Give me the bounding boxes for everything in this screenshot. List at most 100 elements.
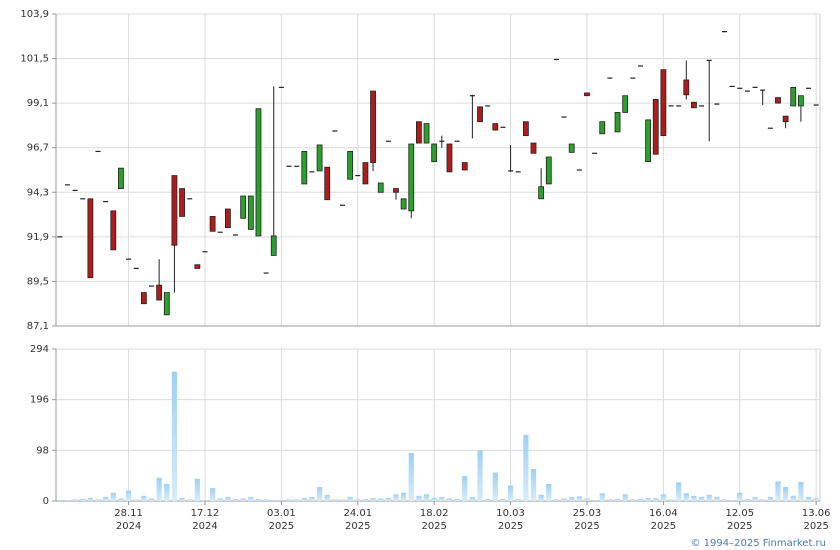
volume-bar bbox=[553, 499, 560, 501]
volume-bar bbox=[362, 498, 369, 501]
volume-bar bbox=[423, 494, 430, 501]
x-tick-label: 2025 bbox=[345, 521, 370, 532]
y-tick-label: 101,5 bbox=[20, 54, 49, 65]
volume-bar bbox=[187, 499, 193, 501]
volume-bar bbox=[721, 499, 728, 501]
candle-body bbox=[240, 195, 247, 219]
volume-bar bbox=[592, 499, 598, 501]
candle-body bbox=[477, 106, 483, 123]
volume-bar bbox=[248, 496, 254, 501]
volume-tick-label: 0 bbox=[43, 496, 49, 507]
volume-bar bbox=[500, 498, 506, 501]
volume-bar bbox=[401, 492, 407, 501]
x-tick-label: 03.01 bbox=[267, 508, 296, 519]
volume-bar bbox=[255, 498, 262, 501]
volume-bar bbox=[286, 499, 292, 501]
volume-bar bbox=[118, 498, 124, 501]
candle-body bbox=[270, 235, 277, 256]
volume-bar bbox=[698, 496, 705, 501]
candle-body bbox=[156, 284, 163, 301]
x-tick-label: 24.01 bbox=[343, 508, 372, 519]
volume-bar bbox=[416, 495, 422, 501]
volume-bar bbox=[737, 492, 743, 501]
volume-bar bbox=[171, 371, 178, 501]
candle-body bbox=[171, 175, 178, 246]
volume-bar bbox=[133, 499, 139, 501]
volume-bar bbox=[538, 494, 544, 501]
x-tick-label: 28.11 bbox=[114, 508, 143, 519]
candle-body bbox=[194, 264, 201, 269]
candle-body bbox=[775, 97, 781, 104]
volume-bar bbox=[339, 499, 346, 501]
volume-tick-label: 294 bbox=[30, 344, 49, 355]
volume-bar bbox=[485, 498, 491, 501]
volume-bar bbox=[630, 499, 636, 501]
x-tick-label: 2025 bbox=[421, 521, 446, 532]
volume-bar bbox=[561, 498, 567, 501]
candle-body bbox=[324, 166, 331, 201]
volume-bar bbox=[767, 496, 773, 501]
candle-body bbox=[179, 188, 185, 217]
x-tick-label: 2025 bbox=[498, 521, 523, 532]
candle-body bbox=[140, 292, 147, 305]
candle-body bbox=[224, 208, 231, 228]
volume-bar bbox=[515, 498, 521, 501]
candle-body bbox=[660, 69, 667, 137]
x-tick-label: 16.04 bbox=[649, 508, 678, 519]
volume-bar bbox=[316, 487, 323, 501]
volume-bar bbox=[614, 498, 621, 501]
footer: © 1994–2025 Finmarket.ru bbox=[690, 538, 826, 549]
volume-bar bbox=[729, 499, 735, 501]
volume-bar bbox=[141, 495, 147, 501]
volume-bar bbox=[64, 499, 71, 501]
candle-body bbox=[691, 101, 697, 109]
candle-body bbox=[446, 143, 453, 173]
volume-bar bbox=[798, 481, 804, 501]
candle-body bbox=[370, 90, 376, 163]
candle-body bbox=[118, 167, 124, 189]
volume-bar bbox=[637, 498, 644, 501]
x-tick-label: 2025 bbox=[574, 521, 599, 532]
volume-bar bbox=[408, 452, 414, 501]
volume-bar bbox=[744, 498, 751, 501]
volume-tick-label: 98 bbox=[36, 445, 49, 456]
x-tick-label: 2025 bbox=[727, 521, 752, 532]
volume-bar bbox=[775, 481, 781, 501]
volume-bar bbox=[569, 496, 575, 501]
x-tick-label: 2025 bbox=[651, 521, 676, 532]
candle-body bbox=[431, 143, 438, 163]
volume-bar bbox=[332, 499, 338, 501]
candle-body bbox=[316, 144, 323, 172]
volume-bar bbox=[148, 498, 155, 501]
volume-bar bbox=[607, 499, 613, 501]
volume-bar bbox=[760, 499, 766, 501]
volume-bar bbox=[125, 490, 132, 501]
volume-bar bbox=[469, 496, 475, 501]
volume-bar bbox=[599, 493, 605, 501]
candle-body bbox=[645, 119, 651, 163]
candle-body bbox=[408, 143, 415, 212]
volume-bar bbox=[439, 496, 445, 501]
volume-bar bbox=[462, 476, 468, 501]
volume-bar bbox=[523, 434, 529, 501]
volume-bar bbox=[194, 478, 200, 501]
volume-bar bbox=[103, 496, 109, 501]
y-tick-label: 91,9 bbox=[27, 232, 49, 243]
y-tick-label: 99,1 bbox=[27, 98, 49, 109]
y-tick-label: 87,1 bbox=[27, 321, 49, 332]
x-tick-label: 13.06 bbox=[802, 508, 831, 519]
volume-bar bbox=[507, 485, 514, 501]
volume-bar bbox=[714, 496, 720, 501]
volume-bar bbox=[164, 483, 170, 501]
volume-bar bbox=[278, 499, 284, 501]
candle-body bbox=[584, 92, 590, 97]
candle-body bbox=[530, 142, 537, 154]
x-tick-label: 17.12 bbox=[191, 508, 220, 519]
volume-bar bbox=[653, 497, 659, 501]
volume-bar bbox=[691, 495, 697, 501]
candle-body bbox=[614, 112, 621, 133]
volume-bar bbox=[378, 498, 384, 501]
candle-body bbox=[347, 151, 354, 180]
candle-body bbox=[400, 198, 407, 210]
